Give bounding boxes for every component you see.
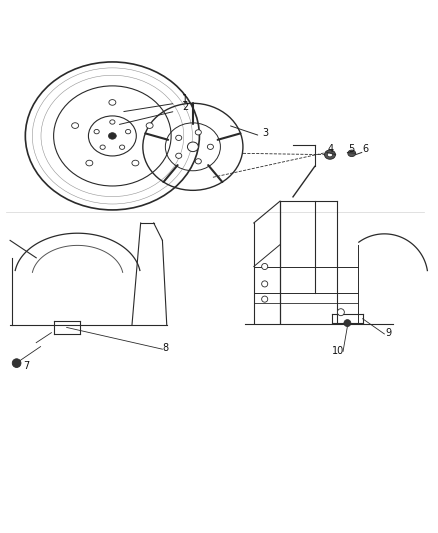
Ellipse shape <box>187 142 198 151</box>
Ellipse shape <box>100 145 105 149</box>
Text: 8: 8 <box>162 343 169 353</box>
Ellipse shape <box>176 135 182 141</box>
Circle shape <box>261 296 268 302</box>
Ellipse shape <box>109 100 116 105</box>
Circle shape <box>12 359 21 367</box>
Text: 6: 6 <box>363 144 369 155</box>
Text: 3: 3 <box>262 128 268 138</box>
Text: 1: 1 <box>182 94 188 104</box>
Ellipse shape <box>86 160 93 166</box>
Ellipse shape <box>109 133 116 139</box>
Ellipse shape <box>132 160 139 166</box>
Ellipse shape <box>207 144 213 149</box>
Circle shape <box>344 320 351 327</box>
Ellipse shape <box>195 159 201 164</box>
Text: 10: 10 <box>332 346 344 357</box>
Ellipse shape <box>72 123 78 128</box>
Text: 9: 9 <box>385 328 392 338</box>
Ellipse shape <box>110 120 115 124</box>
Ellipse shape <box>195 130 201 135</box>
Ellipse shape <box>94 130 99 134</box>
Ellipse shape <box>327 152 332 157</box>
Text: 7: 7 <box>23 361 29 371</box>
Text: 5: 5 <box>348 144 354 155</box>
Circle shape <box>337 309 344 316</box>
Ellipse shape <box>120 145 125 149</box>
Ellipse shape <box>126 130 131 134</box>
Ellipse shape <box>348 150 356 157</box>
Text: 2: 2 <box>182 102 188 112</box>
Ellipse shape <box>176 153 182 158</box>
Ellipse shape <box>146 123 153 128</box>
Circle shape <box>261 281 268 287</box>
Text: 4: 4 <box>328 144 334 155</box>
Circle shape <box>261 263 268 270</box>
Ellipse shape <box>325 150 336 159</box>
